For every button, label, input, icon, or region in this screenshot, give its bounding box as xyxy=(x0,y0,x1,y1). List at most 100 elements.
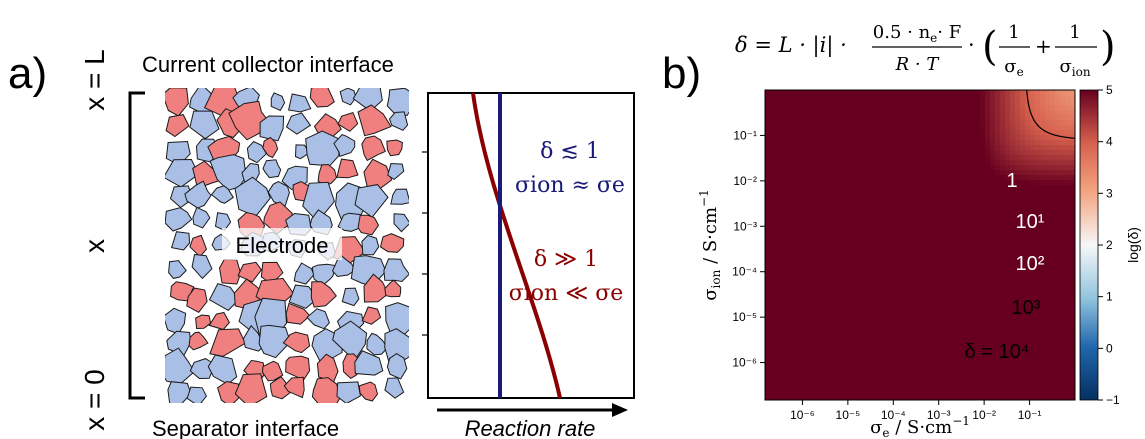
heatmap-cell xyxy=(820,215,826,221)
heatmap-cell xyxy=(925,115,931,121)
heatmap-cell xyxy=(785,90,791,96)
heatmap-cell xyxy=(1070,325,1075,331)
heatmap-cell xyxy=(835,275,841,281)
heatmap-cell xyxy=(945,395,951,400)
heatmap-cell xyxy=(1055,265,1061,271)
heatmap-cell xyxy=(910,230,916,236)
heatmap-cell xyxy=(935,325,941,331)
heatmap-cell xyxy=(825,270,831,276)
heatmap-cell xyxy=(765,195,771,201)
heatmap-cell xyxy=(950,200,956,206)
heatmap-cell xyxy=(1025,320,1031,326)
heatmap-cell xyxy=(980,130,986,136)
heatmap-cell xyxy=(850,200,856,206)
heatmap-cell xyxy=(1055,235,1061,241)
heatmap-cell xyxy=(840,370,846,376)
heatmap-cell xyxy=(960,245,966,251)
heatmap-cell xyxy=(775,120,781,126)
heatmap-cell xyxy=(765,365,771,371)
heatmap-cell xyxy=(905,140,911,146)
heatmap-cell xyxy=(965,300,971,306)
heatmap-cell xyxy=(945,310,951,316)
heatmap-cell xyxy=(780,215,786,221)
heatmap-cell xyxy=(1015,345,1021,351)
heatmap-cell xyxy=(985,165,991,171)
heatmap-cell xyxy=(905,350,911,356)
heatmap-cell xyxy=(960,390,966,396)
heatmap-cell xyxy=(1065,185,1071,191)
heatmap-cell xyxy=(995,360,1001,366)
colorbar-label: log(δ) xyxy=(1125,227,1141,263)
heatmap-cell xyxy=(1050,285,1056,291)
heatmap-cell xyxy=(795,255,801,261)
heatmap-cell xyxy=(840,90,846,96)
heatmap-cell xyxy=(980,140,986,146)
heatmap-cell xyxy=(920,105,926,111)
heatmap-cell xyxy=(890,95,896,101)
heatmap-cell xyxy=(810,375,816,381)
heatmap-cell xyxy=(765,175,771,181)
heatmap-cell xyxy=(985,215,991,221)
heatmap-cell xyxy=(1025,340,1031,346)
heatmap-cell xyxy=(830,165,836,171)
heatmap-cell xyxy=(905,325,911,331)
heatmap-cell xyxy=(940,95,946,101)
heatmap-cell xyxy=(930,375,936,381)
heatmap-cell xyxy=(970,260,976,266)
heatmap-cell xyxy=(1050,160,1056,166)
heatmap-cell xyxy=(780,335,786,341)
heatmap-cell xyxy=(790,265,796,271)
heatmap-cell xyxy=(940,215,946,221)
heatmap-cell xyxy=(890,90,896,96)
heatmap-cell xyxy=(1000,325,1006,331)
heatmap-cell xyxy=(770,240,776,246)
heatmap-cell xyxy=(885,240,891,246)
heatmap-cell xyxy=(1040,365,1046,371)
heatmap-cell xyxy=(815,120,821,126)
heatmap-cell xyxy=(815,245,821,251)
heatmap-cell xyxy=(775,225,781,231)
heatmap-cell xyxy=(845,140,851,146)
heatmap-cell xyxy=(1005,310,1011,316)
heatmap-cell xyxy=(780,385,786,391)
heatmap-cell xyxy=(940,235,946,241)
heatmap-cell xyxy=(1040,285,1046,291)
heatmap-cell xyxy=(840,130,846,136)
heatmap-cell xyxy=(790,350,796,356)
heatmap-cell xyxy=(1065,275,1071,281)
heatmap-cell xyxy=(850,265,856,271)
heatmap-cell xyxy=(1030,160,1036,166)
heatmap-cell xyxy=(815,275,821,281)
heatmap-cell xyxy=(1030,125,1036,131)
heatmap-cell xyxy=(945,165,951,171)
heatmap-cell xyxy=(870,260,876,266)
heatmap-cell xyxy=(820,285,826,291)
heatmap-cell xyxy=(960,295,966,301)
heatmap-cell xyxy=(905,155,911,161)
heatmap-cell xyxy=(850,315,856,321)
heatmap-cell xyxy=(910,370,916,376)
heatmap-cell xyxy=(820,130,826,136)
heatmap-cell xyxy=(910,345,916,351)
heatmap-cell xyxy=(980,195,986,201)
heatmap-cell xyxy=(850,370,856,376)
heatmap-cell xyxy=(940,270,946,276)
heatmap-cell xyxy=(1070,355,1075,361)
active-particle xyxy=(336,158,359,179)
heatmap-cell xyxy=(1065,90,1071,96)
heatmap-cell xyxy=(1040,135,1046,141)
heatmap-cell xyxy=(820,245,826,251)
heatmap-cell xyxy=(955,305,961,311)
heatmap-cell xyxy=(840,255,846,261)
equation-denominator: R · T xyxy=(895,54,941,75)
heatmap-cell xyxy=(965,145,971,151)
heatmap-cell xyxy=(830,330,836,336)
heatmap-cell xyxy=(915,340,921,346)
heatmap-cell xyxy=(795,300,801,306)
heatmap-cell xyxy=(1040,155,1046,161)
heatmap-cell xyxy=(785,335,791,341)
heatmap-cell xyxy=(970,320,976,326)
heatmap-cell xyxy=(840,190,846,196)
heatmap-cell xyxy=(945,250,951,256)
heatmap-cell xyxy=(875,295,881,301)
